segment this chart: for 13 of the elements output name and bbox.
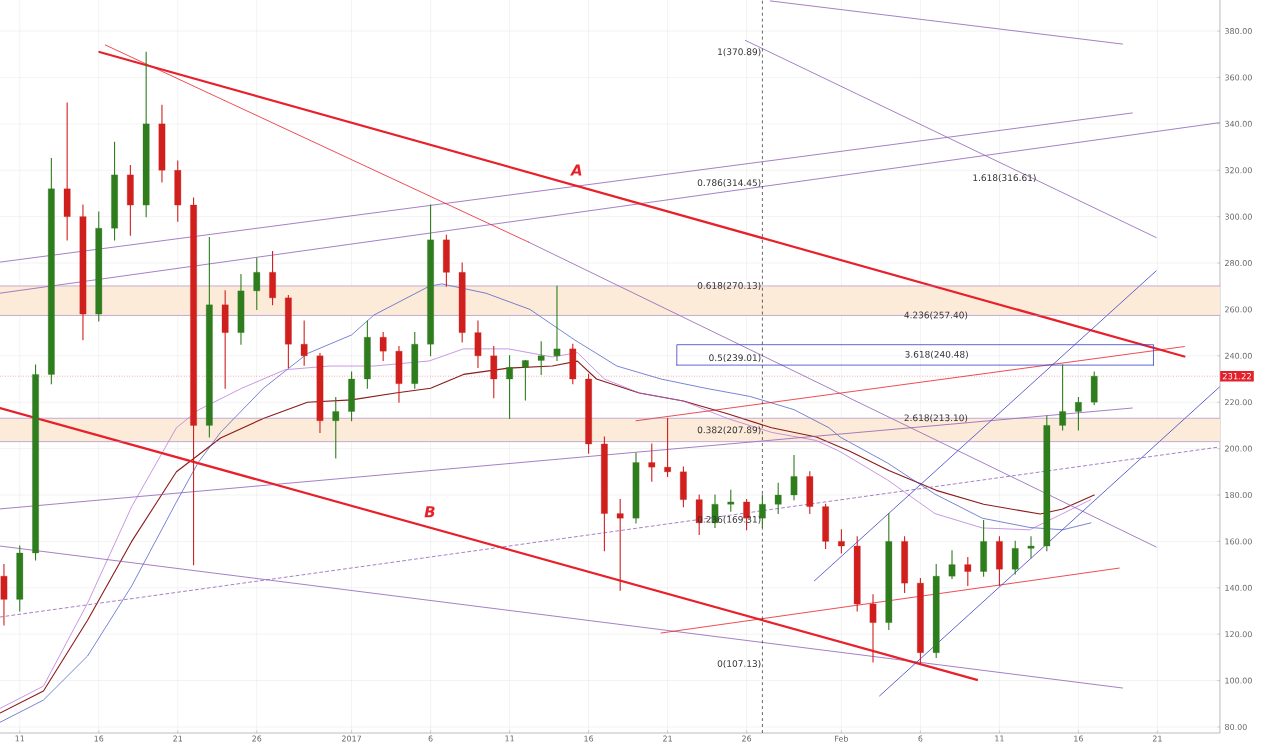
annotation: 4.236(257.40) (904, 311, 968, 320)
annotation: 0.382(207.89) (697, 426, 761, 435)
annotation: 0.786(314.45) (697, 179, 761, 188)
annotation: 3.618(240.48) (905, 350, 968, 359)
annotation: 1.618(316.61) (973, 174, 1036, 183)
annotation: 1(370.89) (718, 48, 761, 57)
series-label: A (570, 164, 582, 176)
ref-line-label: 231.22 (1222, 372, 1251, 380)
annotation: 0.618(270.13) (697, 281, 761, 290)
series-label: B (424, 506, 435, 518)
annotation: 0.5(239.01) (709, 354, 761, 363)
annotation: 0(107.13) (717, 660, 761, 669)
annotation: 2.618(213.10) (904, 414, 968, 423)
